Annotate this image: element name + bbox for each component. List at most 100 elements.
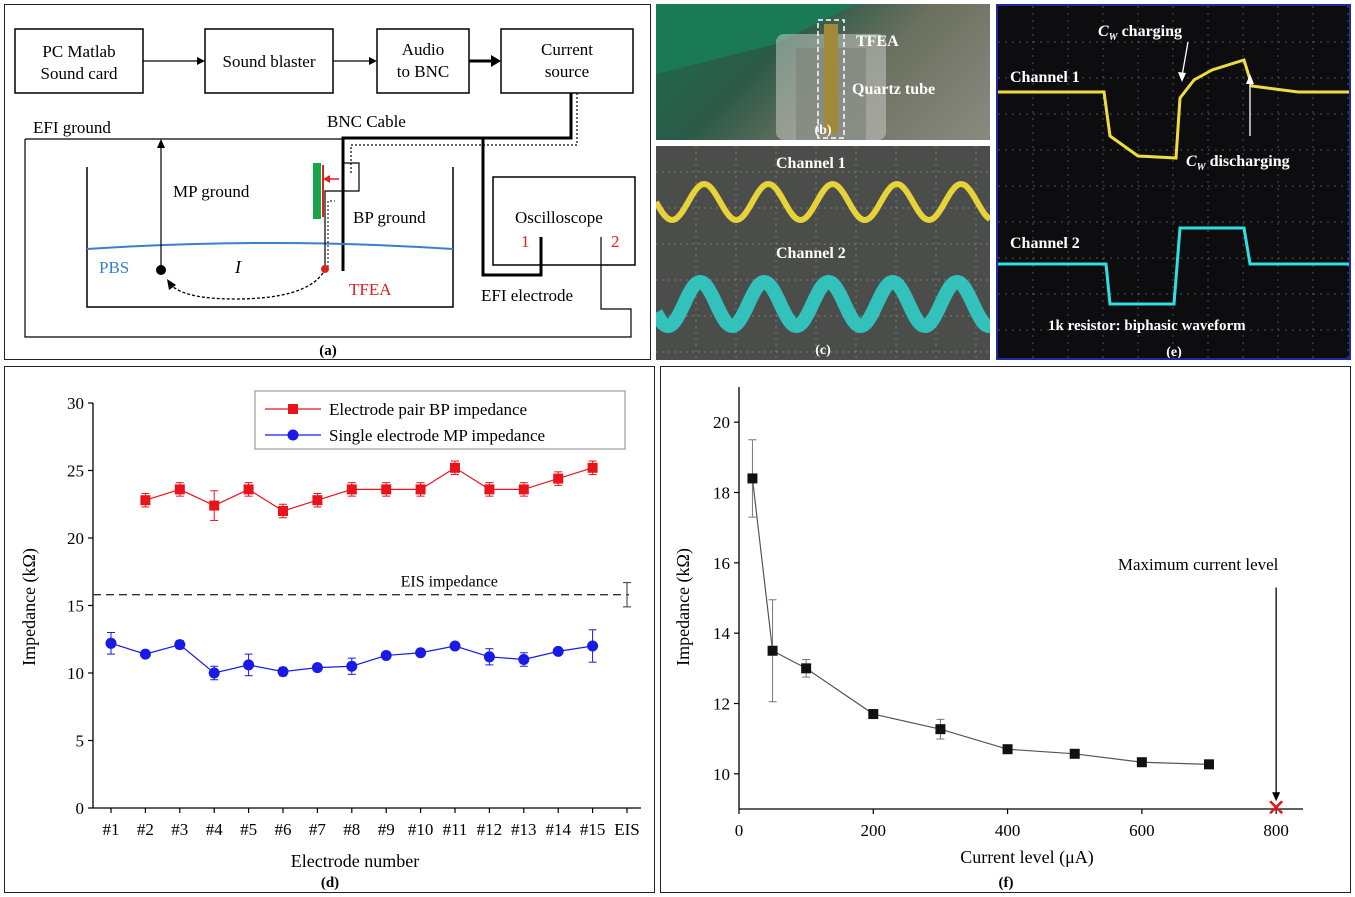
efi-ground-label: EFI ground bbox=[33, 118, 111, 137]
panel-e-resistor-label: 1k resistor: biphasic waveform bbox=[1048, 318, 1246, 334]
oscilloscope-label: Oscilloscope bbox=[515, 208, 603, 227]
panel-e-channel2-label: Channel 2 bbox=[1010, 235, 1080, 252]
panel-f-x-tick-label: 800 bbox=[1263, 821, 1289, 840]
panel-f-ylabel: Impedance (kΩ) bbox=[673, 548, 694, 666]
panel-f-point bbox=[801, 663, 812, 674]
panel-d-y-tick-label: 5 bbox=[76, 732, 85, 751]
legend-bp-label: Electrode pair BP impedance bbox=[329, 400, 527, 419]
panel-d-y-tick-label: 15 bbox=[67, 597, 84, 616]
series-0-point bbox=[312, 495, 323, 506]
panel-f-series-line bbox=[751, 478, 1210, 765]
panel-f-y-tick-label: 12 bbox=[713, 695, 730, 714]
panel-f-y-tick-label: 10 bbox=[713, 765, 730, 784]
panel-f-y-tick-label: 16 bbox=[713, 554, 730, 573]
series-1-point bbox=[552, 645, 564, 657]
series-1-point bbox=[449, 640, 461, 652]
panel-c-channel1-trace bbox=[656, 180, 990, 224]
series-1-point bbox=[311, 662, 323, 674]
series-1-point bbox=[518, 654, 530, 665]
series-0-point bbox=[140, 495, 151, 506]
panel-d-x-tick-label: #11 bbox=[443, 820, 468, 839]
panel-e-scope: Channel 1 Channel 2 CW charging CW disch… bbox=[996, 4, 1351, 360]
panel-a-schematic: PC Matlab Sound card Sound blaster Audio… bbox=[4, 4, 651, 360]
panel-d-x-tick-label: #14 bbox=[545, 820, 571, 839]
current-source-line2: source bbox=[545, 62, 589, 81]
panel-d-x-tick-label: #13 bbox=[511, 820, 537, 839]
panel-b-quartz-label: Quartz tube bbox=[852, 81, 935, 98]
current-symbol: I bbox=[234, 257, 242, 277]
max-current-annotation: Maximum current level bbox=[1118, 555, 1279, 574]
series-0-point bbox=[415, 484, 426, 495]
panel-e-channel1-label: Channel 1 bbox=[1010, 69, 1080, 86]
panel-b-tfea-label: TFEA bbox=[856, 33, 899, 50]
panel-f-y-tick-label: 20 bbox=[713, 413, 730, 432]
series-0-point bbox=[243, 484, 254, 495]
eis-impedance-label: EIS impedance bbox=[401, 574, 498, 591]
efi-electrode-label: EFI electrode bbox=[481, 286, 573, 305]
sound-blaster-label: Sound blaster bbox=[222, 52, 315, 71]
series-0-point bbox=[484, 484, 495, 495]
panel-d-x-tick-label: #4 bbox=[206, 820, 224, 839]
panel-f-point bbox=[747, 473, 758, 484]
panel-a-wires: PC Matlab Sound card Sound blaster Audio… bbox=[14, 28, 636, 359]
series-0-point bbox=[278, 506, 288, 516]
pbs-label: PBS bbox=[99, 258, 129, 277]
panel-d-x-tick-label: #9 bbox=[378, 820, 395, 839]
panel-d-y-tick-label: 10 bbox=[67, 664, 84, 683]
panel-c-caption: (c) bbox=[815, 343, 831, 358]
panel-f-x-tick-label: 0 bbox=[735, 821, 744, 840]
series-0-point bbox=[450, 462, 460, 473]
panel-d-svg: 0 5 10 15 20 25 30 #1 #2 #3 #4 #5 #6 #7 #8 #9 #10 #11 #12 #… bbox=[19, 390, 641, 891]
panel-e-charging-label: CW charging bbox=[1098, 23, 1182, 43]
panel-f-y-tick-label: 18 bbox=[713, 484, 730, 503]
series-0-point bbox=[587, 462, 598, 473]
series-1-point bbox=[346, 660, 358, 672]
panel-e-discharging-label: CW discharging bbox=[1186, 153, 1290, 173]
pc-box bbox=[14, 28, 144, 94]
panel-e-channel1-trace bbox=[998, 58, 1349, 160]
panel-e-drawing: Channel 1 Channel 2 CW charging CW disch… bbox=[998, 6, 1349, 358]
panel-d-x-tick-label: #10 bbox=[408, 820, 434, 839]
panel-e-channel2-trace bbox=[998, 226, 1349, 306]
panel-f-point bbox=[1204, 759, 1214, 770]
panel-d-x-tick-label: EIS bbox=[614, 820, 640, 839]
series-1-point bbox=[105, 637, 117, 649]
panel-d-x-tick-label: #5 bbox=[240, 820, 257, 839]
max-current-marker bbox=[1269, 800, 1284, 815]
panel-f-x-tick-label: 200 bbox=[861, 821, 887, 840]
panel-a-caption: (a) bbox=[319, 343, 337, 359]
panel-c-drawing: Channel 1 Channel 2 (c) bbox=[656, 146, 990, 360]
panel-f-point bbox=[1002, 744, 1013, 755]
series-1-point bbox=[483, 651, 495, 663]
pc-box-line1: PC Matlab bbox=[42, 42, 115, 61]
series-0-line bbox=[145, 467, 593, 512]
audio-line2: to BNC bbox=[397, 62, 449, 81]
audio-line1: Audio bbox=[402, 40, 445, 59]
panel-f-caption: (f) bbox=[999, 875, 1014, 891]
series-1-point bbox=[277, 666, 289, 678]
panel-d-x-tick-label: #1 bbox=[103, 820, 120, 839]
panel-f-y-tick-label: 14 bbox=[713, 624, 731, 643]
series-1-point bbox=[243, 659, 255, 671]
panel-f-point bbox=[767, 645, 778, 656]
series-1-point bbox=[139, 648, 151, 660]
series-0-point bbox=[209, 500, 220, 511]
panel-c-channel1-label: Channel 1 bbox=[776, 155, 846, 172]
panel-d-y-tick-label: 25 bbox=[67, 462, 84, 481]
panel-c-scope: Channel 1 Channel 2 (c) bbox=[656, 146, 990, 360]
series-0-point bbox=[346, 484, 357, 495]
legend-mp-marker bbox=[287, 429, 299, 441]
pc-box-line2: Sound card bbox=[41, 64, 118, 83]
series-0-point bbox=[381, 484, 392, 495]
panel-f-xlabel: Current level (μA) bbox=[960, 847, 1094, 868]
osc-ch2-label: 2 bbox=[611, 232, 620, 251]
legend-bp-marker bbox=[288, 404, 298, 414]
panel-f-x-tick-label: 600 bbox=[1129, 821, 1155, 840]
panel-d-xlabel: Electrode number bbox=[291, 851, 419, 871]
series-1-point bbox=[380, 649, 392, 661]
series-1-point bbox=[587, 640, 599, 652]
panel-d-chart: 0 5 10 15 20 25 30 #1 #2 #3 #4 #5 #6 #7 #8 #9 #10 #11 #12 #… bbox=[4, 366, 655, 893]
tfea-electrode-body bbox=[313, 163, 321, 219]
panel-d-y-tick-label: 20 bbox=[67, 529, 84, 548]
